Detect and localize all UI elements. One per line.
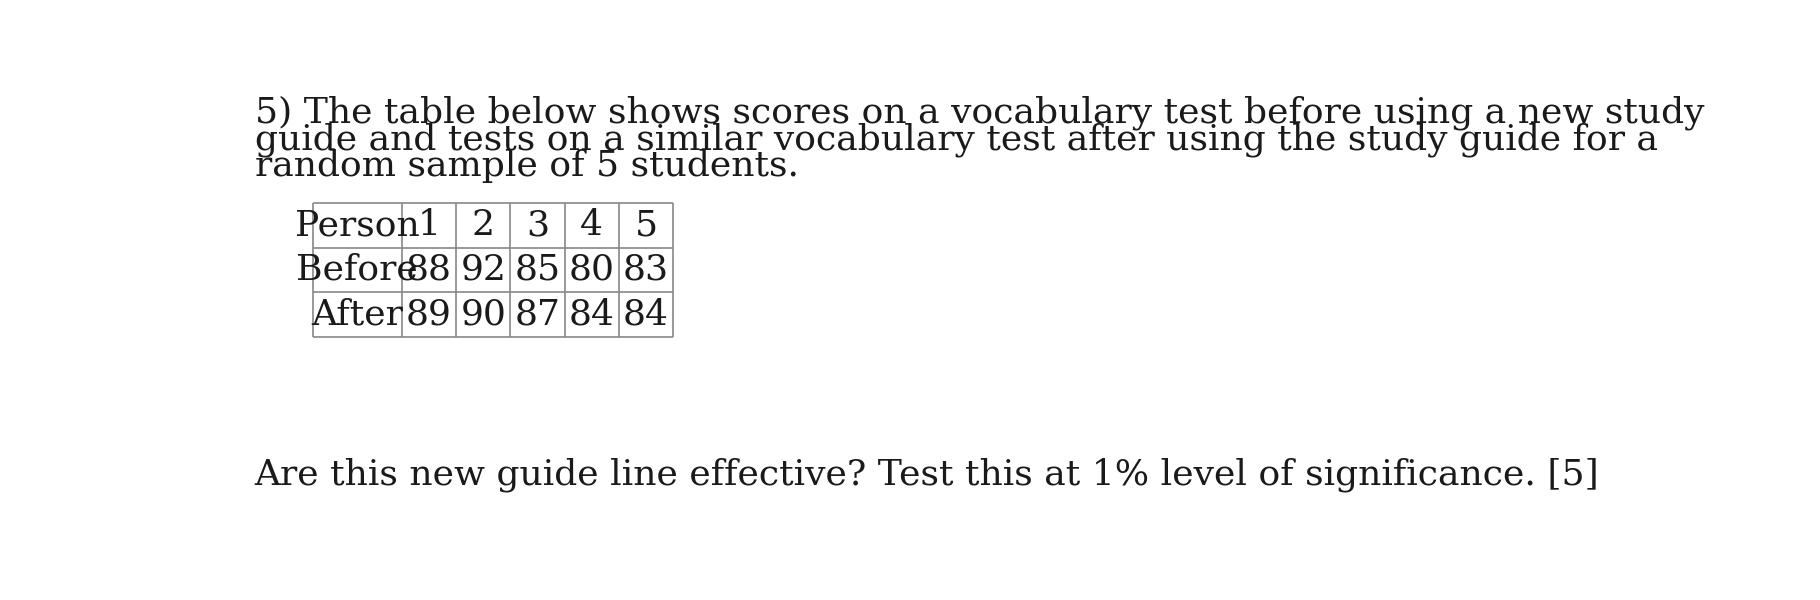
- Text: guide and tests on a similar vocabulary test after using the study guide for a: guide and tests on a similar vocabulary …: [255, 122, 1658, 157]
- Text: 84: 84: [568, 298, 615, 332]
- Text: 2: 2: [471, 208, 495, 242]
- Text: 87: 87: [515, 298, 561, 332]
- Text: random sample of 5 students.: random sample of 5 students.: [255, 149, 799, 183]
- Text: 88: 88: [406, 253, 451, 287]
- Text: 89: 89: [406, 298, 451, 332]
- Text: Before: Before: [297, 253, 419, 287]
- Text: 5: 5: [635, 208, 657, 242]
- Text: 80: 80: [568, 253, 615, 287]
- Text: 83: 83: [622, 253, 670, 287]
- Text: 3: 3: [526, 208, 550, 242]
- Text: 84: 84: [622, 298, 670, 332]
- Text: Person: Person: [295, 208, 420, 242]
- Text: Are this new guide line effective? Test this at 1% level of significance. [5]: Are this new guide line effective? Test …: [255, 457, 1600, 491]
- Text: 85: 85: [515, 253, 561, 287]
- Text: 1: 1: [417, 208, 440, 242]
- Text: 90: 90: [460, 298, 506, 332]
- Text: 92: 92: [460, 253, 506, 287]
- Text: After: After: [311, 298, 404, 332]
- Text: 4: 4: [581, 208, 602, 242]
- Text: 5) The table below shows scores on a vocabulary test before using a new study: 5) The table below shows scores on a voc…: [255, 95, 1704, 130]
